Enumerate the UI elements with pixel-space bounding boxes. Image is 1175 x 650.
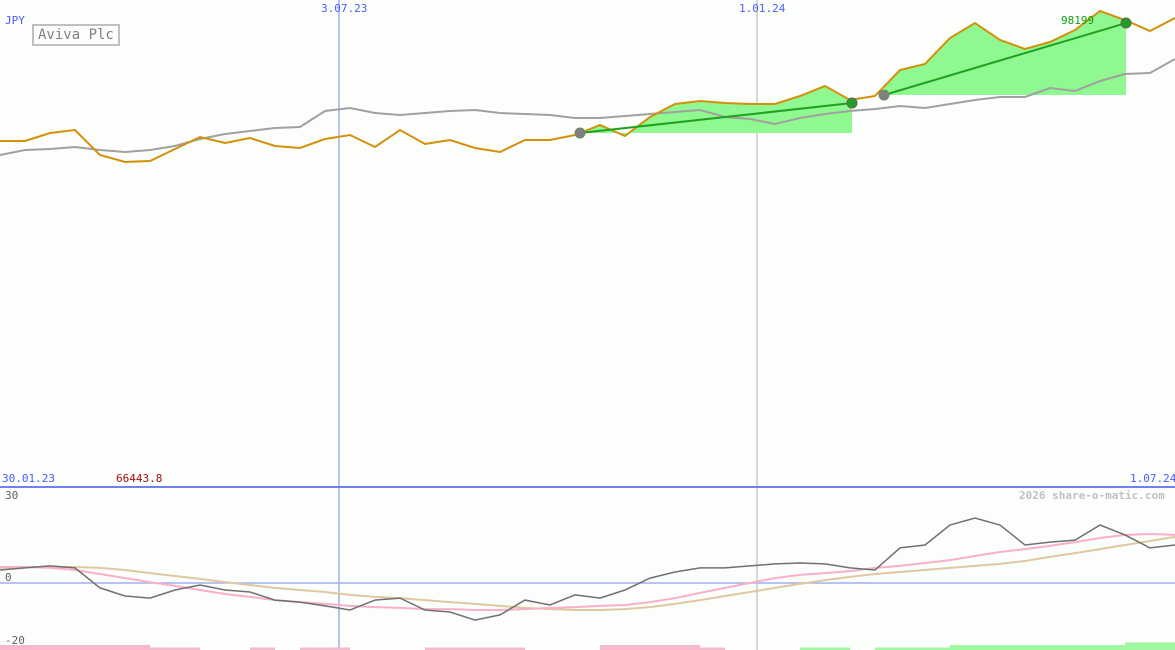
x-tick-label: 1.01.24 xyxy=(739,2,786,15)
histogram-bar xyxy=(0,645,25,650)
histogram-bar xyxy=(875,647,900,650)
histogram-bar xyxy=(650,645,675,650)
histogram-bar xyxy=(450,647,475,650)
trade-exit-marker xyxy=(1120,17,1132,29)
histogram-bar xyxy=(975,645,1000,650)
histogram-bar xyxy=(100,645,125,650)
price-line xyxy=(0,9,1175,164)
trade-entry-marker xyxy=(574,127,586,139)
histogram-bar xyxy=(300,647,325,650)
chart-title: Aviva Plc xyxy=(32,24,120,46)
min-value-label: 66443.8 xyxy=(116,472,163,485)
trade-area-1 xyxy=(580,86,852,137)
x-start-label: 30.01.23 xyxy=(2,472,55,485)
histogram-bar xyxy=(1025,645,1050,650)
histogram-bar xyxy=(250,647,275,650)
y-tick-label: 30 xyxy=(5,489,19,502)
histogram-bar xyxy=(325,647,350,650)
histogram-bar xyxy=(625,645,650,650)
histogram-bar xyxy=(900,647,925,650)
y-tick-label: -20 xyxy=(5,634,25,647)
histogram-bar xyxy=(125,645,150,650)
trade-area-2 xyxy=(884,11,1126,96)
histogram-bar xyxy=(600,645,625,650)
currency-label: JPY xyxy=(5,14,25,27)
histogram-bar xyxy=(1050,645,1075,650)
x-end-label: 1.07.24 xyxy=(1130,472,1175,485)
y-tick-label: 0 xyxy=(5,571,12,584)
histogram-bar xyxy=(700,647,725,650)
histogram-bar xyxy=(925,647,950,650)
trade-entry-marker xyxy=(878,89,890,101)
histogram-bar xyxy=(425,647,450,650)
fast-ma-line xyxy=(0,532,1175,611)
watermark: 2026 share-o-matic.com xyxy=(1019,489,1165,502)
histogram-bar xyxy=(75,645,100,650)
x-tick-label: 3.07.23 xyxy=(321,2,368,15)
histogram-bar xyxy=(1075,645,1100,650)
compare-line xyxy=(0,58,1175,156)
histogram-bar xyxy=(175,647,200,650)
trade-line-1 xyxy=(579,102,853,135)
histogram-bar xyxy=(1100,645,1125,650)
histogram-bar xyxy=(475,647,500,650)
histogram-bar xyxy=(1125,642,1150,650)
indicator-line xyxy=(0,517,1175,621)
histogram-bar xyxy=(50,645,75,650)
trade-exit-marker xyxy=(846,97,858,109)
slow-ma-line xyxy=(0,535,1175,611)
histogram-bar xyxy=(500,647,525,650)
histogram-bar xyxy=(1000,645,1025,650)
max-value-label: 98199 xyxy=(1061,14,1095,27)
histogram-bar xyxy=(825,647,850,650)
histogram-bar xyxy=(950,645,975,650)
trade-line-2 xyxy=(883,22,1127,96)
histogram-bar xyxy=(25,645,50,650)
histogram-bar xyxy=(150,647,175,650)
histogram-bar xyxy=(675,645,700,650)
histogram-bar xyxy=(1150,642,1175,650)
histogram-bar xyxy=(800,647,825,650)
